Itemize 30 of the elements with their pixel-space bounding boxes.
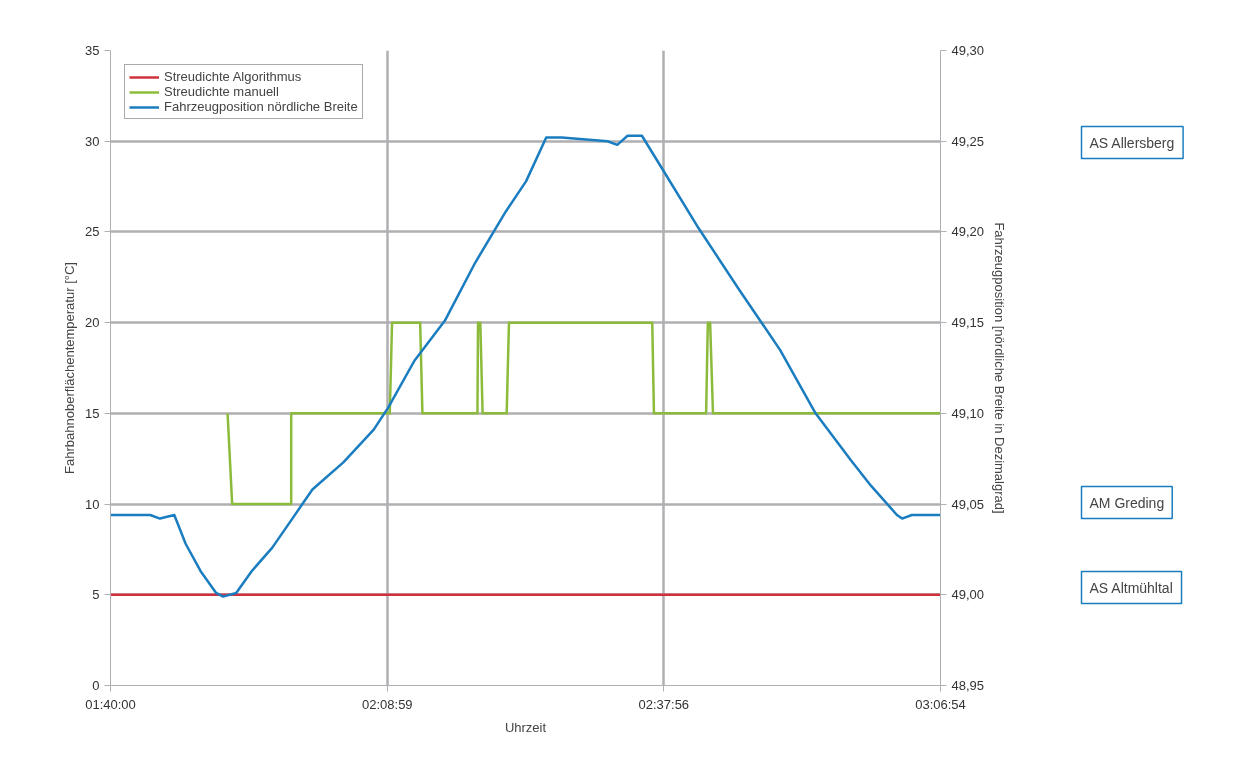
y-tick-label: 20 [85, 315, 100, 331]
y-tick-label: 25 [85, 224, 100, 240]
y2-tick-label: 49,05 [951, 496, 985, 512]
y2-tick-label: 49,00 [951, 587, 985, 603]
y2-tick-label: 49,10 [951, 405, 985, 421]
y2-tick-label: 48,95 [951, 678, 985, 693]
y2-tick-label: 49,25 [951, 133, 985, 149]
text: AS Altmühltal [1089, 579, 1173, 596]
y-tick-label: 35 [85, 43, 100, 58]
legend-label: Streudichte Algorithmus [164, 69, 302, 84]
x-tick-label: 02:37:56 [638, 696, 690, 712]
y2-axis-title: Fahrzeugposition [nördliche Breite in Dezimalgrad] [992, 222, 1008, 514]
x-tick-label: 03:06:54 [915, 696, 966, 712]
y2-tick-label: 49,30 [951, 43, 985, 58]
x-tick-label: 02:08:59 [362, 696, 413, 712]
y2-tick-label: 49,20 [951, 224, 985, 240]
text: AM Greding [1089, 494, 1165, 511]
x-tick-label: 01:40:00 [85, 696, 136, 712]
y-tick-label: 30 [85, 133, 100, 149]
y-tick-label: 0 [92, 678, 100, 693]
line-series [110, 134, 941, 598]
y-tick-label: 10 [85, 496, 100, 512]
x-axis-title: Uhrzeit [504, 719, 547, 735]
y-axis-title: Fahrbahnoberflächentemperatur [°C] [62, 262, 78, 474]
legend-label: Streudichte manuell [164, 84, 279, 99]
y-tick-label: 15 [85, 405, 100, 421]
text: AS Allersberg [1089, 134, 1175, 151]
y2-tick-label: 49,15 [951, 315, 985, 331]
y-tick-label: 5 [92, 587, 100, 603]
legend-label: Fahrzeugposition nördliche Breite [164, 99, 358, 114]
